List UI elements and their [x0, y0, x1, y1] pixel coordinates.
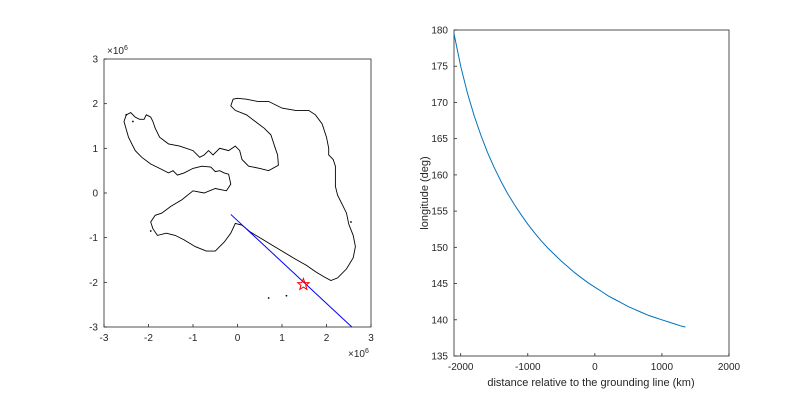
profile-y-tick-label: 160: [431, 170, 448, 181]
profile-x-tick-label: 0: [592, 362, 598, 373]
profile-y-label: longitude (deg): [419, 156, 431, 229]
map-y-tick-label: -2: [89, 278, 98, 289]
profile-x-tick-label: -1000: [515, 362, 541, 373]
map-y-tick-label: 1: [92, 144, 98, 155]
profile-y-tick-label: 165: [431, 134, 448, 145]
profile-x-tick-label: 2000: [718, 362, 741, 373]
coastline-island: [125, 113, 128, 116]
profile-x-label: distance relative to the grounding line …: [487, 377, 694, 389]
map-y-ticks: -3 -2 -1 0 1 2 3: [89, 55, 107, 334]
map-y-tick-label: -3: [89, 323, 98, 334]
coastline-island: [285, 294, 288, 297]
profile-y-tick-label: 140: [431, 315, 448, 326]
coastline-islands: [125, 113, 352, 299]
map-y-tick-label: 0: [92, 189, 98, 200]
profile-x-tick-label: 1000: [651, 362, 674, 373]
profile-axes-box: [453, 29, 730, 357]
map-panel: -3 -2 -1 0 1 2 3 -3 -2 -1 0 1 2 3 ×106 ×106: [89, 45, 374, 360]
profile-y-tick-label: 180: [431, 26, 448, 37]
longitude-series-line: [453, 33, 686, 328]
profile-x-tick-label: -2000: [448, 362, 474, 373]
map-y-exponent: ×106: [107, 45, 128, 57]
profile-x-ticks: -2000 -1000 0 1000 2000: [448, 353, 741, 373]
coastline-island: [149, 230, 152, 232]
coastline-island: [132, 120, 134, 123]
profile-y-ticks: 135 140 145 150 155 160 165 170 175 180: [431, 26, 457, 363]
map-y-tick-label: 3: [92, 55, 98, 66]
map-x-tick-label: 2: [324, 333, 330, 344]
profile-panel: -2000 -1000 0 1000 2000 135 140 145 150 155 160 16…: [419, 26, 741, 390]
map-x-tick-label: -3: [100, 333, 109, 344]
map-x-tick-label: -1: [189, 333, 198, 344]
grounding-line-star-marker: [296, 277, 311, 291]
map-axes-box: [103, 58, 372, 328]
map-x-ticks: -3 -2 -1 0 1 2 3: [100, 324, 374, 344]
map-x-exponent: ×106: [348, 348, 369, 360]
map-y-tick-label: -1: [89, 233, 98, 244]
profile-y-tick-label: 155: [431, 207, 448, 218]
map-x-tick-label: 0: [235, 333, 241, 344]
map-x-tick-label: -2: [144, 333, 153, 344]
transect-line: [230, 214, 353, 328]
map-x-tick-label: 1: [279, 333, 285, 344]
profile-y-tick-label: 170: [431, 98, 448, 109]
profile-y-tick-label: 175: [431, 62, 448, 73]
map-x-tick-label: 3: [368, 333, 374, 344]
coastline-island: [267, 297, 270, 299]
profile-y-tick-label: 135: [431, 352, 448, 363]
profile-y-tick-label: 145: [431, 279, 448, 290]
coastline-island: [350, 221, 352, 223]
antarctica-coastline: [123, 97, 356, 281]
map-y-tick-label: 2: [92, 99, 98, 110]
profile-y-tick-label: 150: [431, 243, 448, 254]
